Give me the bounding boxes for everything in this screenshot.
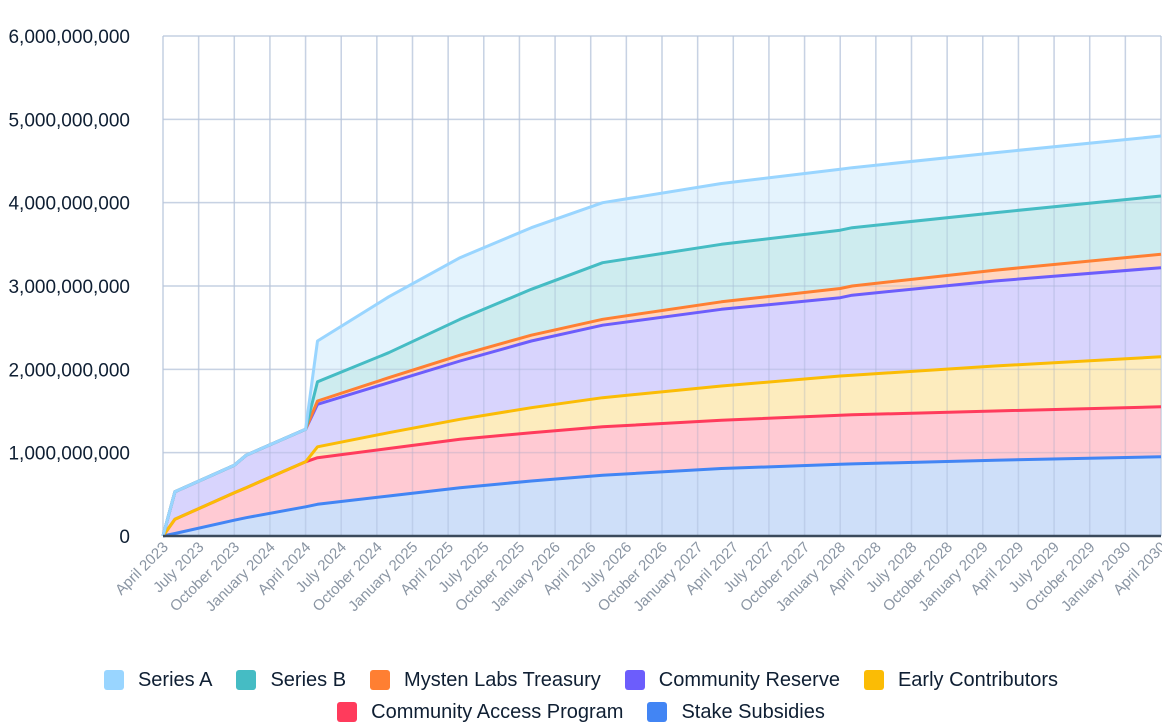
y-tick-label: 5,000,000,000: [8, 110, 130, 131]
stacked-area-chart: 0 1,000,000,000 2,000,000,000 3,000,000,000…: [8, 27, 1162, 615]
legend-row-1: Series A Series B Mysten Labs Treasury Comm…: [0, 664, 1162, 696]
legend-swatch: [370, 670, 391, 690]
y-tick-label: 3,000,000,000: [8, 277, 130, 298]
area-series-b: [163, 196, 1161, 536]
legend-label: Series A: [137, 669, 213, 691]
legend-label: Stake Subsidies: [681, 701, 825, 723]
legend-label: Mysten Labs Treasury: [404, 669, 601, 691]
legend-swatch: [863, 670, 884, 690]
area-community-reserve: [163, 267, 1161, 536]
line-series-a: [161, 134, 1162, 537]
legend-item[interactable]: Early Contributors: [863, 664, 1059, 696]
legend-swatch: [337, 702, 358, 722]
legend-row-2: Community Access Program Stake Subsidies: [0, 696, 1162, 728]
line-early-contributors: [161, 355, 1162, 537]
legend-swatch: [647, 702, 668, 722]
legend-item[interactable]: Series A: [103, 664, 213, 696]
legend-item[interactable]: Mysten Labs Treasury: [370, 664, 601, 696]
legend-item[interactable]: Stake Subsidies: [647, 696, 825, 728]
area-early-contributors: [163, 356, 1161, 536]
y-tick-label: 4,000,000,000: [8, 194, 130, 215]
legend-label: Early Contributors: [897, 669, 1059, 691]
chart-legend: Series A Series B Mysten Labs Treasury Comm…: [0, 664, 1162, 728]
y-tick-label: 1,000,000,000: [8, 444, 130, 465]
legend-label: Community Access Program: [371, 701, 624, 723]
y-tick-label: 2,000,000,000: [8, 360, 130, 381]
y-tick-label: 0: [119, 527, 130, 548]
legend-swatch: [236, 670, 257, 690]
line-stake-subsidies: [162, 455, 1162, 538]
area-series-a: [163, 136, 1161, 536]
legend-label: Community Reserve: [658, 669, 840, 691]
legend-item[interactable]: Community Reserve: [624, 664, 840, 696]
legend-item[interactable]: Community Access Program: [337, 696, 623, 728]
area-stake-subsidies: [163, 456, 1161, 536]
legend-swatch: [624, 670, 645, 690]
legend-label: Series B: [270, 669, 347, 691]
legend-item[interactable]: Series B: [236, 664, 346, 696]
legend-swatch: [103, 670, 124, 690]
y-tick-label: 6,000,000,000: [8, 27, 130, 48]
